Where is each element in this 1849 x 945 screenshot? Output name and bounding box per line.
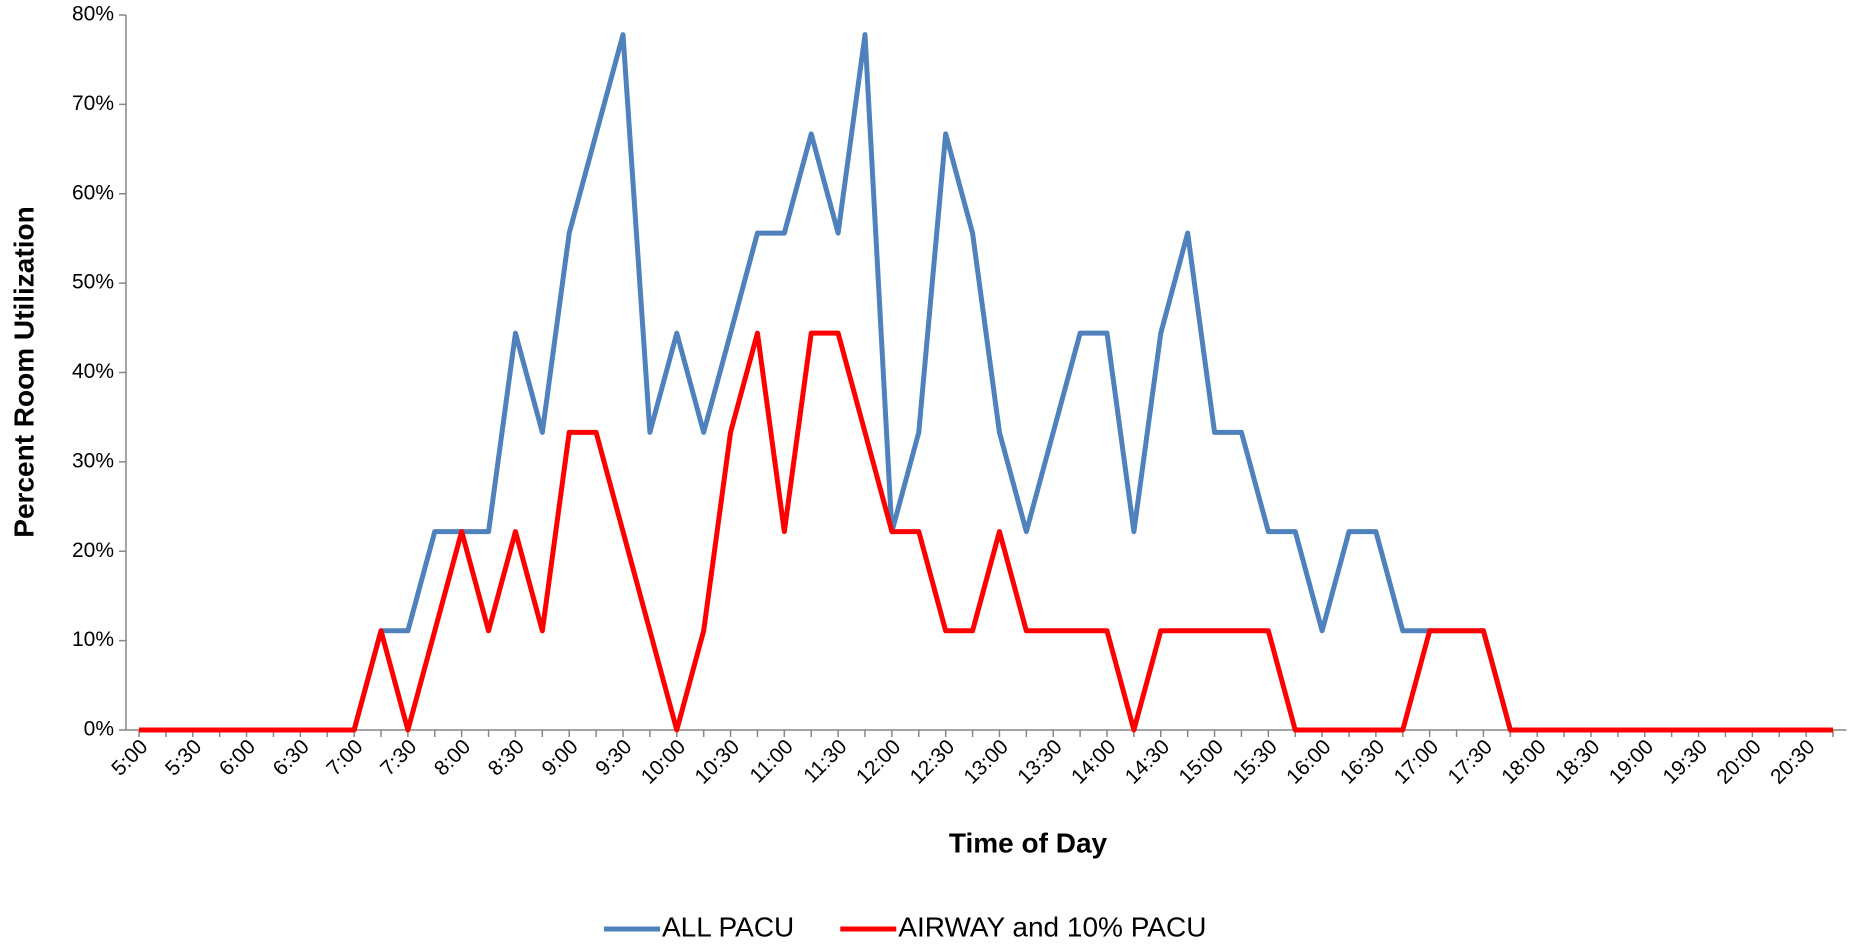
x-tick-label: 14:00 xyxy=(1067,735,1120,788)
x-tick-label: 15:30 xyxy=(1228,735,1281,788)
line-series xyxy=(139,32,1833,733)
y-tick-label: 40% xyxy=(72,360,114,383)
x-tick-label: 13:00 xyxy=(959,735,1012,788)
legend-label: AIRWAY and 10% PACU xyxy=(898,911,1206,942)
y-tick-label: 0% xyxy=(84,718,114,741)
x-tick-label: 10:30 xyxy=(691,735,744,788)
x-tick-label: 6:00 xyxy=(215,735,260,780)
x-tick-label: 10:00 xyxy=(637,735,690,788)
x-tick-label: 16:30 xyxy=(1336,735,1389,788)
y-tick-label: 30% xyxy=(72,449,114,472)
x-tick-label: 9:00 xyxy=(538,735,583,780)
y-tick-label: 10% xyxy=(72,628,114,651)
x-tick-label: 5:00 xyxy=(107,735,152,780)
x-tick-label: 7:00 xyxy=(322,735,367,780)
y-tick-label: 50% xyxy=(72,271,114,294)
x-tick-label: 7:30 xyxy=(376,735,421,780)
x-tick-label: 12:00 xyxy=(852,735,905,788)
y-tick-label: 80% xyxy=(72,3,114,26)
x-tick-label: 17:30 xyxy=(1443,735,1496,788)
x-tick-label: 18:30 xyxy=(1551,735,1604,788)
x-tick-label: 11:30 xyxy=(799,735,851,787)
x-tick-label: 14:30 xyxy=(1121,735,1174,788)
x-tick-label: 8:30 xyxy=(484,735,529,780)
y-tick-label: 70% xyxy=(72,92,114,115)
x-tick-label: 13:30 xyxy=(1013,735,1066,788)
y-tick-label: 60% xyxy=(72,181,114,204)
x-tick-label: 12:30 xyxy=(906,735,959,788)
x-tick-label: 8:00 xyxy=(430,735,475,780)
x-tick-label: 15:00 xyxy=(1175,735,1228,788)
x-tick-label: 20:00 xyxy=(1712,735,1765,788)
y-tick-label: 20% xyxy=(72,539,114,562)
x-axis-title: Time of Day xyxy=(949,827,1108,858)
x-tick-label: 5:30 xyxy=(161,735,206,780)
x-tick-label: 17:00 xyxy=(1390,735,1443,788)
x-tick-label: 18:00 xyxy=(1497,735,1550,788)
legend-label: ALL PACU xyxy=(662,911,794,942)
y-axis-title: Percent Room Utilization xyxy=(8,206,39,537)
x-tick-label: 16:00 xyxy=(1282,735,1335,788)
x-tick-label: 9:30 xyxy=(591,735,636,780)
x-tick-label: 11:00 xyxy=(745,735,797,787)
x-tick-label: 19:30 xyxy=(1659,735,1712,788)
x-tick-label: 19:00 xyxy=(1605,735,1658,788)
x-tick-label: 20:30 xyxy=(1766,735,1819,788)
x-tick-label: 6:30 xyxy=(269,735,314,780)
line-series xyxy=(139,330,1833,733)
